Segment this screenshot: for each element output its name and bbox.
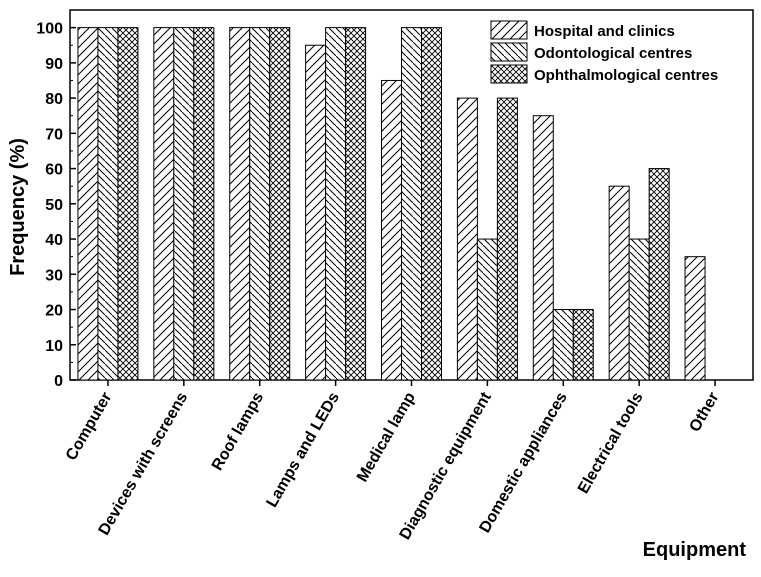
bar-odontological-centres-7 [628, 238, 650, 381]
bar-hospital-and-clinics-2 [229, 27, 251, 381]
legend-swatch [490, 42, 528, 62]
x-tick-label: Other [686, 390, 722, 435]
y-tick-label: 60 [45, 162, 63, 179]
bar-odontological-centres-5 [476, 238, 498, 381]
x-tick-label: Electrical tools [575, 389, 647, 496]
bar-odontological-centres-4 [401, 27, 422, 381]
x-tick-label: Domestic appliances [476, 389, 570, 535]
legend-swatch [490, 64, 528, 84]
x-axis-title: Equipment [643, 539, 747, 561]
y-tick-label: 70 [45, 126, 63, 143]
legend: Hospital and clinics Odontological centre… [490, 20, 718, 84]
x-tick-label: Roof lamps [209, 389, 267, 473]
bar-hospital-and-clinics-7 [608, 185, 630, 381]
bar-ophthalmological-centres-5 [496, 97, 518, 381]
x-tick-label: Lamps and LEDs [263, 389, 343, 510]
x-tick-label: Computer [63, 390, 116, 464]
y-tick-label: 50 [45, 197, 63, 214]
bar-hospital-and-clinics-6 [532, 115, 554, 381]
bar-ophthalmological-centres-2 [269, 27, 291, 381]
y-tick-label: 20 [45, 303, 63, 320]
legend-label: Odontological centres [534, 45, 692, 62]
y-tick-label: 30 [45, 267, 63, 284]
y-tick-label: 10 [45, 338, 63, 355]
y-axis-ticks: 0 10 20 30 40 50 60 70 80 90 100 [36, 21, 76, 390]
bar-hospital-and-clinics-0 [77, 27, 99, 381]
bar-odontological-centres-0 [97, 27, 119, 381]
bar-ophthalmological-centres-0 [117, 27, 139, 381]
y-tick-label: 40 [45, 232, 63, 249]
y-tick-label: 100 [36, 21, 63, 38]
bar-ophthalmological-centres-3 [345, 27, 367, 381]
bar-ophthalmological-centres-4 [421, 27, 442, 381]
bar-odontological-centres-2 [249, 27, 271, 381]
y-axis-title: Frequency (%) [7, 138, 29, 276]
bar-hospital-and-clinics-5 [456, 97, 478, 381]
bar-hospital-and-clinics-1 [153, 27, 175, 381]
bar-odontological-centres-6 [552, 309, 574, 381]
legend-label: Ophthalmological centres [534, 67, 718, 84]
bar-ophthalmological-centres-7 [648, 168, 670, 381]
bar-odontological-centres-3 [325, 27, 347, 381]
y-tick-label: 90 [45, 56, 63, 73]
x-tick-label: Medical lamp [354, 389, 419, 485]
y-tick-label: 0 [54, 373, 63, 390]
bar-ophthalmological-centres-6 [572, 309, 594, 381]
y-tick-label: 80 [45, 91, 63, 108]
bars-group [77, 27, 706, 381]
bar-odontological-centres-1 [173, 27, 195, 381]
x-tick-label: Devices with screens [96, 389, 192, 538]
bar-hospital-and-clinics-4 [381, 79, 402, 381]
bar-ophthalmological-centres-1 [193, 27, 215, 381]
bar-hospital-and-clinics-8 [684, 256, 706, 381]
bar-hospital-and-clinics-3 [305, 44, 327, 381]
legend-swatch [490, 20, 528, 40]
legend-label: Hospital and clinics [534, 23, 675, 40]
